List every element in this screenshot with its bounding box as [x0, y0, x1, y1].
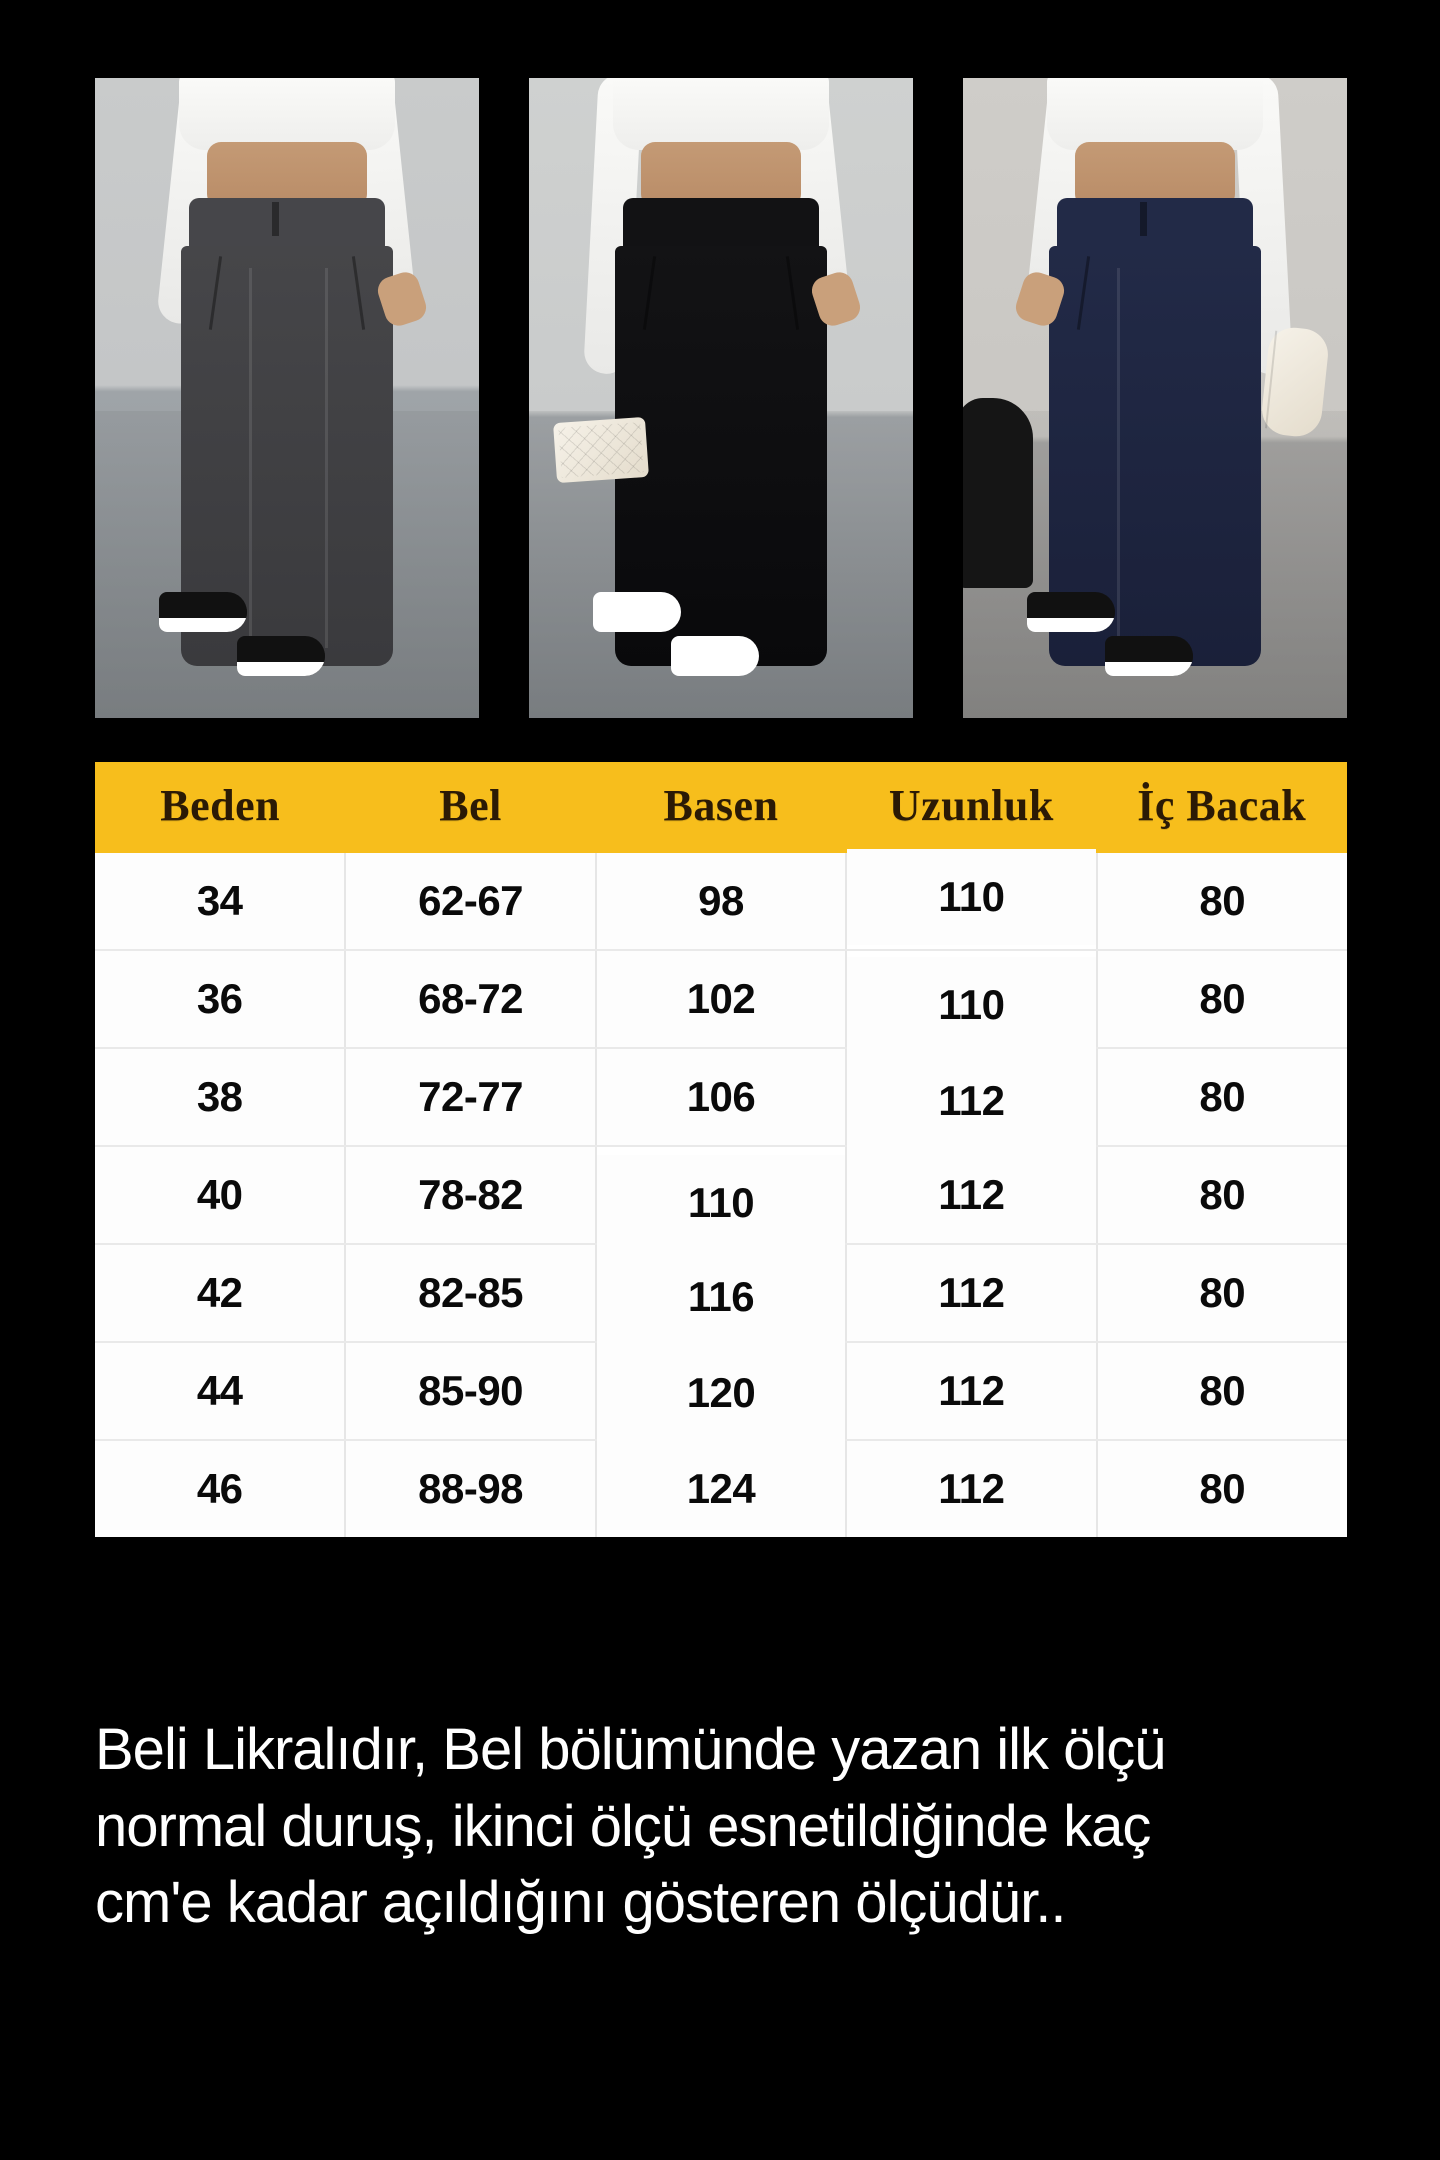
- table-row: 42 82-85 116 112 80: [95, 1244, 1347, 1347]
- cell-uzunluk: 110: [846, 956, 1098, 1055]
- dark-prop-object: [963, 398, 1033, 588]
- column-header-basen: Basen: [595, 762, 847, 853]
- trouser-crease-left: [248, 268, 252, 648]
- table-row: 46 88-98 124 112 80: [95, 1440, 1347, 1537]
- cell-basen: 106: [595, 1048, 848, 1147]
- cell-bel: 78-82: [345, 1146, 597, 1245]
- cell-bel: 62-67: [345, 853, 597, 951]
- note-line-1: Beli Likralıdır, Bel bölümünde yazan ilk…: [95, 1717, 1166, 1782]
- cell-basen: 102: [595, 950, 848, 1049]
- cell-basen: 116: [595, 1248, 848, 1347]
- cell-ic-bacak: 80: [1096, 950, 1347, 1049]
- sneaker-left: [1027, 592, 1115, 632]
- table-header-row: Beden Bel Basen Uzunluk İç Bacak: [95, 762, 1347, 853]
- cell-ic-bacak: 80: [1096, 1146, 1347, 1245]
- product-photo-strip: [95, 78, 1347, 718]
- sneaker-left: [159, 592, 247, 632]
- size-chart-table: Beden Bel Basen Uzunluk İç Bacak 34 62-6…: [95, 762, 1347, 1537]
- belt-loop: [271, 202, 279, 236]
- sneaker-right: [1105, 636, 1193, 676]
- cell-basen: 120: [595, 1344, 848, 1443]
- table-row: 40 78-82 110 112 80: [95, 1146, 1347, 1253]
- trouser-crease-left: [1116, 268, 1120, 648]
- cell-ic-bacak: 80: [1096, 1048, 1347, 1147]
- cell-uzunluk: 112: [846, 1342, 1098, 1441]
- cell-bel: 72-77: [345, 1048, 597, 1147]
- cell-uzunluk: 110: [846, 849, 1098, 947]
- model-torso: [207, 142, 367, 208]
- cell-ic-bacak: 80: [1096, 1342, 1347, 1441]
- model-torso: [1075, 142, 1235, 208]
- sneaker-right: [671, 636, 759, 676]
- table-row: 38 72-77 106 112 80: [95, 1048, 1347, 1151]
- product-photo-grey[interactable]: [95, 78, 479, 718]
- cell-beden: 44: [95, 1342, 347, 1441]
- table-row: 36 68-72 102 110 80: [95, 950, 1347, 1055]
- cell-basen: 124: [595, 1440, 848, 1537]
- cell-bel: 88-98: [345, 1440, 597, 1537]
- cell-ic-bacak: 80: [1096, 1244, 1347, 1343]
- size-chart-head: Beden Bel Basen Uzunluk İç Bacak: [95, 762, 1347, 853]
- cell-beden: 38: [95, 1048, 347, 1147]
- cell-uzunluk: 112: [846, 1440, 1098, 1537]
- quilted-clutch-bag: [553, 416, 649, 484]
- column-header-uzunluk: Uzunluk: [846, 762, 1097, 853]
- white-crop-top: [613, 78, 829, 150]
- cell-uzunluk: 112: [846, 1052, 1098, 1151]
- note-line-3: cm'e kadar açıldığını gösteren ölçüdür..: [95, 1870, 1067, 1936]
- cell-basen: 98: [595, 853, 848, 951]
- cell-bel: 82-85: [345, 1244, 597, 1343]
- size-chart-container: Beden Bel Basen Uzunluk İç Bacak 34 62-6…: [95, 762, 1347, 1537]
- white-crop-top: [1047, 78, 1263, 150]
- column-header-beden: Beden: [95, 762, 346, 853]
- cell-beden: 34: [95, 853, 347, 951]
- column-header-bel: Bel: [345, 762, 596, 853]
- cell-uzunluk: 112: [846, 1146, 1098, 1245]
- cell-basen: 110: [595, 1154, 848, 1253]
- trouser-crease-right: [325, 268, 329, 648]
- white-crop-top: [179, 78, 395, 150]
- cell-beden: 40: [95, 1146, 347, 1245]
- cell-bel: 68-72: [345, 950, 597, 1049]
- sneaker-left: [593, 592, 681, 632]
- cell-beden: 36: [95, 950, 347, 1049]
- size-chart-body: 34 62-67 98 110 80 36 68-72 102 110 80 3…: [95, 849, 1347, 1537]
- cell-beden: 42: [95, 1244, 347, 1343]
- cell-bel: 85-90: [345, 1342, 597, 1441]
- cell-ic-bacak: 80: [1096, 1440, 1347, 1537]
- cell-beden: 46: [95, 1440, 347, 1537]
- cell-uzunluk: 112: [846, 1244, 1098, 1343]
- size-chart-note: Beli Likralıdır, Bel bölümünde yazan ilk…: [95, 1712, 1365, 1942]
- product-photo-black[interactable]: [529, 78, 913, 718]
- note-line-2: normal duruş, ikinci ölçü esnetildiğinde…: [95, 1793, 1151, 1859]
- cell-ic-bacak: 80: [1096, 853, 1347, 951]
- table-row: 34 62-67 98 110 80: [95, 849, 1347, 951]
- column-header-ic-bacak: İç Bacak: [1096, 762, 1347, 853]
- product-photo-navy[interactable]: [963, 78, 1347, 718]
- table-row: 44 85-90 120 112 80: [95, 1342, 1347, 1443]
- model-torso: [641, 142, 801, 208]
- sneaker-right: [237, 636, 325, 676]
- belt-loop: [1139, 202, 1147, 236]
